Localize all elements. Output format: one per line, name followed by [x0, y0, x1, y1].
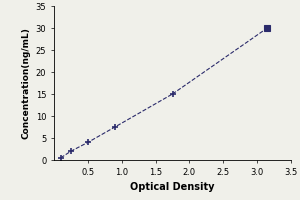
Y-axis label: Concentration(ng/mL): Concentration(ng/mL) — [21, 27, 30, 139]
X-axis label: Optical Density: Optical Density — [130, 182, 215, 192]
